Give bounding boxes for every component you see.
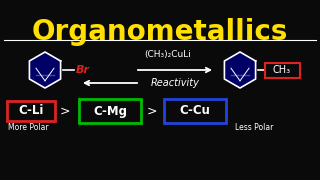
FancyBboxPatch shape (7, 101, 55, 121)
Text: Br: Br (76, 65, 90, 75)
Polygon shape (29, 52, 60, 88)
Text: Organometallics: Organometallics (32, 18, 288, 46)
Text: Less Polar: Less Polar (235, 123, 273, 132)
Text: >: > (147, 105, 157, 118)
Text: >: > (60, 105, 70, 118)
Text: CH₃: CH₃ (273, 65, 291, 75)
Text: C-Cu: C-Cu (180, 105, 211, 118)
FancyBboxPatch shape (265, 62, 300, 78)
Text: C-Li: C-Li (18, 105, 44, 118)
FancyBboxPatch shape (79, 99, 141, 123)
FancyBboxPatch shape (164, 99, 226, 123)
Text: Reactivity: Reactivity (151, 78, 199, 88)
Text: C-Mg: C-Mg (93, 105, 127, 118)
Text: (CH₃)₂CuLi: (CH₃)₂CuLi (145, 51, 191, 60)
Text: More Polar: More Polar (8, 123, 49, 132)
Polygon shape (224, 52, 256, 88)
